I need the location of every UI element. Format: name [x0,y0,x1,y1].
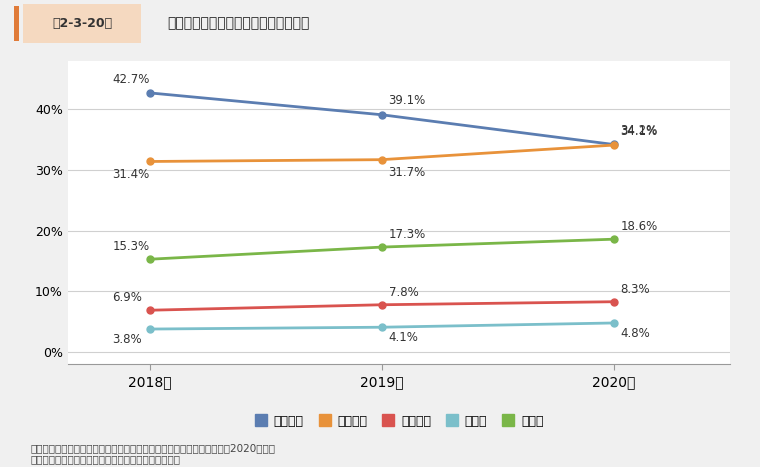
Text: 42.7%: 42.7% [112,72,150,85]
Text: 34.2%: 34.2% [621,124,658,137]
同族承継 [609,142,618,147]
Text: 7.8%: 7.8% [388,286,418,299]
その他 [609,236,618,242]
創業者 [609,320,618,326]
創業者 [377,325,386,330]
Text: 6.9%: 6.9% [112,291,142,304]
その他 [377,244,386,250]
Line: 外部招聘: 外部招聘 [146,298,617,314]
その他 [145,256,154,262]
Text: 31.4%: 31.4% [112,168,150,181]
Line: 内部昇格: 内部昇格 [146,142,617,165]
Text: 34.1%: 34.1% [621,125,658,138]
Text: 18.6%: 18.6% [621,220,658,233]
外部招聘 [377,302,386,308]
外部招聘 [609,299,618,304]
Text: 第2-3-20図: 第2-3-20図 [52,17,112,30]
Text: 8.3%: 8.3% [621,283,651,296]
Line: 同族承継: 同族承継 [146,89,617,148]
同族承継 [145,90,154,96]
内部昇格 [377,157,386,163]
Text: 資料：（株）帝国データバンク「全国企業「後継者不在率」動向調査（2020年）」
（注）「その他」は、買収・出向・分社化の合計値。: 資料：（株）帝国データバンク「全国企業「後継者不在率」動向調査（2020年）」 … [30,443,275,465]
Text: 3.8%: 3.8% [112,333,142,346]
内部昇格 [609,142,618,148]
Text: 17.3%: 17.3% [388,228,426,241]
Line: その他: その他 [146,236,617,263]
Legend: 同族承継, 内部昇格, 外部招聘, 創業者, その他: 同族承継, 内部昇格, 外部招聘, 創業者, その他 [249,410,549,433]
Line: 創業者: 創業者 [146,319,617,333]
同族承継 [377,112,386,118]
Text: 4.8%: 4.8% [621,327,651,340]
Bar [14,6,19,41]
Text: 近年事業承継をした経営者の就任経緯: 近年事業承継をした経営者の就任経緯 [167,16,309,30]
Text: 31.7%: 31.7% [388,166,426,179]
Text: 15.3%: 15.3% [112,240,150,253]
創業者 [145,326,154,332]
Text: 39.1%: 39.1% [388,94,426,107]
内部昇格 [145,159,154,164]
Bar [23,4,141,43]
Text: 4.1%: 4.1% [388,331,419,344]
外部招聘 [145,307,154,313]
